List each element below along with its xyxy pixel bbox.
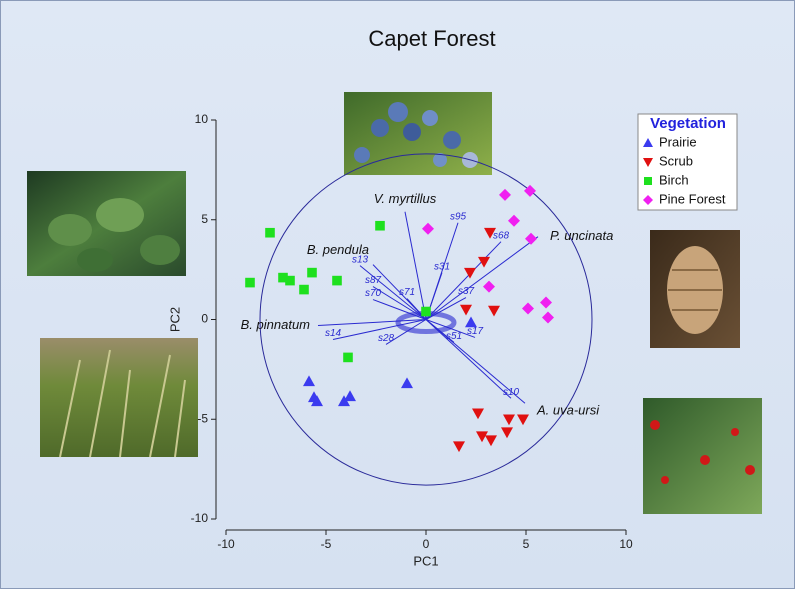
sample-vector [332, 319, 427, 340]
point [472, 408, 484, 420]
point [540, 296, 552, 309]
sample-label: s13 [352, 254, 369, 265]
correlation-circle [259, 153, 593, 486]
y-tick-label: -10 [191, 511, 209, 525]
x-tick-label: -10 [217, 537, 235, 551]
sample-label: s17 [467, 326, 484, 337]
photo-birch [27, 171, 186, 276]
species-vector [404, 211, 427, 320]
chart-title: Capet Forest [368, 26, 495, 51]
x-tick-label: -5 [321, 537, 332, 551]
point [484, 227, 496, 239]
x-tick-label: 10 [619, 537, 633, 551]
sample-label: s28 [378, 333, 395, 344]
y-tick-label: 5 [201, 212, 208, 226]
point [265, 227, 275, 238]
legend-label: Prairie [659, 134, 697, 149]
legend-marker [643, 138, 653, 147]
legend-label: Scrub [659, 153, 693, 168]
point [476, 431, 488, 443]
point [338, 395, 350, 407]
point [421, 306, 431, 317]
photo-cone [650, 230, 740, 348]
legend-label: Pine Forest [659, 191, 726, 206]
point [375, 220, 385, 231]
sample-label: s95 [450, 211, 467, 222]
sample-label: s68 [493, 230, 510, 241]
point [488, 305, 500, 317]
point [485, 435, 497, 447]
legend-title: Vegetation [650, 115, 726, 132]
point [478, 256, 490, 268]
species-label: B. pinnatum [241, 317, 311, 332]
point [307, 267, 317, 278]
species-vector [317, 319, 427, 326]
sample-label: s70 [365, 288, 382, 299]
point [344, 390, 356, 402]
point [343, 352, 353, 363]
species-vector [425, 236, 539, 320]
point [483, 280, 495, 293]
point [499, 188, 511, 201]
photo-grass [40, 338, 198, 458]
y-axis-label: PC2 [167, 307, 182, 332]
y-tick-label: -5 [197, 411, 208, 425]
sample-label: s51 [446, 331, 462, 342]
sample-label: s10 [503, 387, 520, 398]
point [308, 391, 320, 403]
species-label: A. uva-ursi [536, 403, 600, 418]
point [508, 214, 520, 227]
point [453, 441, 465, 453]
species-label: V. myrtillus [374, 191, 437, 206]
point [517, 414, 529, 426]
photo-blueberry [344, 92, 492, 175]
photo-bearberry [643, 398, 762, 514]
x-tick-label: 0 [423, 537, 430, 551]
x-tick-label: 5 [523, 537, 530, 551]
point [522, 302, 534, 315]
sample-vector [425, 241, 502, 320]
point [465, 316, 477, 328]
sample-vector [385, 319, 427, 345]
legend-marker [643, 195, 653, 205]
y-tick-label: 10 [195, 112, 209, 126]
legend-marker [643, 158, 653, 167]
sample-vector [359, 265, 427, 320]
x-axis-label: PC1 [413, 553, 438, 568]
point [299, 284, 309, 295]
point [524, 184, 536, 197]
sample-label: s31 [434, 261, 450, 272]
point [303, 375, 315, 387]
point [464, 267, 476, 279]
species-label: P. uncinata [550, 228, 613, 243]
legend-box [637, 113, 738, 211]
sample-label: s37 [458, 286, 475, 297]
sample-label: s87 [365, 275, 382, 286]
sample-label: s14 [325, 328, 342, 339]
sample-label: s71 [399, 287, 415, 298]
species-label: B. pendula [307, 242, 369, 257]
point [278, 272, 288, 283]
point [501, 427, 513, 439]
species-vector [372, 264, 427, 320]
legend-label: Birch [659, 172, 689, 187]
species-vector [425, 319, 526, 404]
point [285, 275, 295, 286]
point [401, 377, 413, 389]
point [503, 414, 515, 426]
point [460, 304, 472, 316]
legend-marker [644, 177, 652, 185]
y-tick-label: 0 [201, 312, 208, 326]
point [525, 232, 537, 245]
point [332, 275, 342, 286]
point [422, 222, 434, 235]
point [542, 311, 554, 324]
point [245, 277, 255, 288]
